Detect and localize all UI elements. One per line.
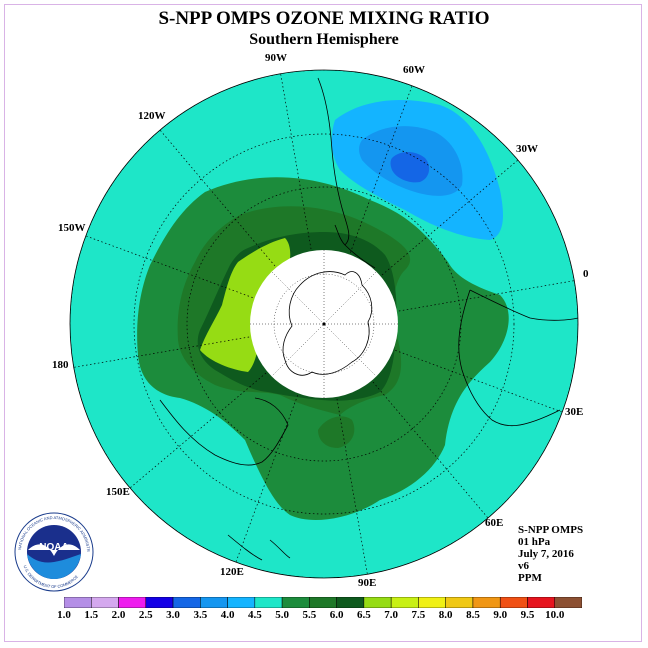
coast-africa xyxy=(458,289,578,427)
coast-australia xyxy=(159,397,289,466)
colorbar-swatch xyxy=(254,597,283,608)
south-pole-dot xyxy=(322,322,326,326)
coast-new-zealand xyxy=(227,534,291,561)
meridian-90e xyxy=(323,323,369,578)
colorbar-swatch xyxy=(172,597,201,608)
coast-antarctica xyxy=(282,271,373,376)
colorbar-swatch xyxy=(499,597,528,608)
colorbar-swatch xyxy=(91,597,119,608)
lon-label-180: 180 xyxy=(52,359,69,371)
meridian-0 xyxy=(323,279,578,325)
meridian-180 xyxy=(70,323,325,369)
colorbar-tick-label: 4.0 xyxy=(220,609,235,621)
lon-label-120e: 120E xyxy=(220,566,244,578)
colorbar-tick-label: 7.0 xyxy=(384,609,399,621)
lon-label-0: 0 xyxy=(583,268,589,280)
colorbar-tick-label: 2.0 xyxy=(111,609,126,621)
info-units: PPM xyxy=(518,572,542,584)
colorbar-swatch xyxy=(64,597,92,608)
lat-circle-45 xyxy=(133,133,515,515)
colorbar-tick-label: 9.5 xyxy=(520,609,535,621)
colorbar-swatch xyxy=(281,597,310,608)
colorbar-swatch xyxy=(418,597,446,608)
lon-label-120w: 120W xyxy=(138,110,166,122)
lon-label-90e: 90E xyxy=(358,577,377,589)
map-subtitle: Southern Hemisphere xyxy=(249,31,399,48)
contour-6-5 xyxy=(200,238,291,372)
contour-5-5-b xyxy=(318,416,355,448)
lon-label-30w: 30W xyxy=(516,143,538,155)
colorbar-tick-label: 1.5 xyxy=(84,609,99,621)
contour-3-0 xyxy=(390,152,430,183)
frame xyxy=(4,4,642,642)
colorbar-swatch xyxy=(145,597,174,608)
colorbar-tick-label: 5.5 xyxy=(302,609,317,621)
map-title: S-NPP OMPS OZONE MIXING RATIO xyxy=(158,8,490,29)
colorbar-tick-label: 5.0 xyxy=(275,609,289,621)
colorbar-swatch xyxy=(390,597,419,608)
colorbar-tick-label: 3.5 xyxy=(193,609,208,621)
info-block: S-NPP OMPS 01 hPa July 7, 2016 v6 PPM xyxy=(518,524,583,584)
colorbar-tick-label: 7.5 xyxy=(411,609,426,621)
coast-antarctic-peninsula xyxy=(344,244,376,269)
colorbar xyxy=(64,597,582,608)
colorbar-swatch xyxy=(554,597,582,608)
colorbar-swatch xyxy=(336,597,365,608)
colorbar-tick-label: 4.5 xyxy=(247,609,262,621)
colorbar-tick-label: 2.5 xyxy=(138,609,153,621)
colorbar-swatch xyxy=(200,597,228,608)
info-version: v6 xyxy=(518,560,529,572)
polar-meridian-d xyxy=(271,271,377,377)
info-instrument: S-NPP OMPS xyxy=(518,524,584,536)
colorbar-tick-label: 9.0 xyxy=(493,609,508,621)
noaa-logo: NOAA NATIONAL OCEANIC AND ATMOSPHERIC AD… xyxy=(14,512,94,592)
coast-south-america xyxy=(317,77,350,246)
lon-label-30e: 30E xyxy=(565,406,584,418)
polar-meridian-c xyxy=(271,271,377,377)
info-date: July 7, 2016 xyxy=(518,548,574,560)
noaa-logo-text: NOAA xyxy=(39,542,68,553)
lon-label-60e: 60E xyxy=(485,517,504,529)
colorbar-swatch xyxy=(227,597,256,608)
colorbar-swatch xyxy=(118,597,147,608)
lon-label-150w: 150W xyxy=(58,222,86,234)
meridian-90w xyxy=(279,70,325,325)
colorbar-tick-label: 6.5 xyxy=(357,609,371,621)
colorbar-tick-label: 1.0 xyxy=(57,609,71,621)
lon-label-150e: 150E xyxy=(106,486,130,498)
colorbar-swatch xyxy=(472,597,501,608)
colorbar-swatch xyxy=(309,597,337,608)
colorbar-swatch xyxy=(445,597,474,608)
colorbar-tick-label: 10.0 xyxy=(545,609,565,621)
lon-label-60w: 60W xyxy=(403,64,425,76)
colorbar-tick-label: 6.0 xyxy=(329,609,344,621)
info-level: 01 hPa xyxy=(518,536,551,548)
colorbar-tick-label: 3.0 xyxy=(166,609,180,621)
lon-label-90w: 90W xyxy=(265,52,287,64)
colorbar-swatch xyxy=(363,597,392,608)
colorbar-tick-label: 8.0 xyxy=(438,609,453,621)
map-outline xyxy=(69,69,579,579)
colorbar-tick-label: 8.5 xyxy=(466,609,480,621)
colorbar-swatch xyxy=(527,597,555,608)
